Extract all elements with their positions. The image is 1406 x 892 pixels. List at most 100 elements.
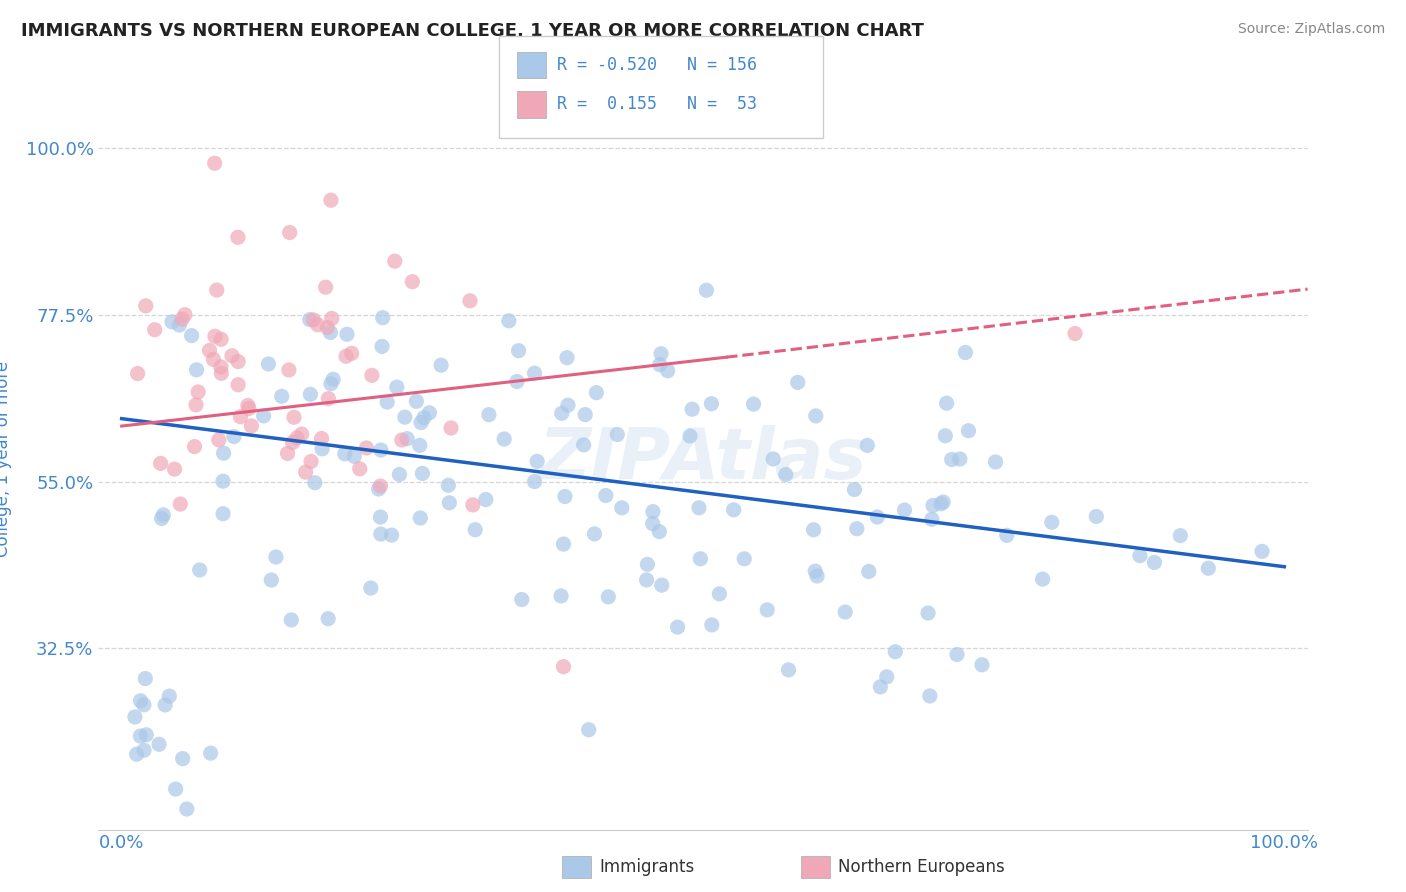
Point: [866, 510, 889, 524]
Point: [844, 483, 866, 497]
Point: [281, 435, 304, 450]
Point: [253, 409, 276, 423]
Point: [129, 694, 152, 708]
Point: [523, 475, 546, 489]
Point: [405, 394, 427, 409]
Point: [806, 569, 828, 583]
Point: [1032, 572, 1054, 586]
Point: [186, 363, 208, 377]
Point: [277, 363, 299, 377]
Point: [150, 511, 173, 525]
Point: [229, 409, 252, 424]
Point: [180, 328, 202, 343]
Point: [551, 406, 574, 420]
Point: [1143, 556, 1166, 570]
Point: [636, 558, 658, 572]
Point: [278, 226, 301, 240]
Point: [163, 462, 186, 476]
Point: [1129, 549, 1152, 563]
Point: [153, 698, 176, 712]
Point: [700, 618, 723, 632]
Point: [204, 329, 226, 343]
Point: [949, 452, 972, 467]
Point: [125, 747, 148, 762]
Point: [984, 455, 1007, 469]
Point: [1251, 544, 1274, 558]
Text: Northern Europeans: Northern Europeans: [838, 858, 1005, 876]
Point: [316, 612, 339, 626]
Point: [318, 392, 340, 406]
Point: [934, 429, 956, 443]
Point: [553, 537, 575, 551]
Point: [360, 581, 382, 595]
Point: [336, 327, 359, 342]
Point: [641, 516, 664, 531]
Point: [918, 689, 941, 703]
Point: [396, 432, 419, 446]
Point: [695, 283, 717, 297]
Point: [876, 670, 898, 684]
Point: [610, 500, 633, 515]
Text: Immigrants: Immigrants: [599, 858, 695, 876]
Point: [595, 489, 617, 503]
Point: [845, 522, 868, 536]
Point: [270, 389, 292, 403]
Point: [430, 358, 453, 372]
Point: [388, 467, 411, 482]
Point: [526, 454, 548, 468]
Point: [226, 230, 249, 244]
Point: [240, 419, 263, 434]
Point: [955, 345, 977, 359]
Point: [1170, 529, 1192, 543]
Point: [786, 376, 808, 390]
Point: [723, 502, 745, 516]
Point: [391, 433, 413, 447]
Point: [129, 729, 152, 743]
Point: [641, 505, 664, 519]
Point: [169, 318, 191, 332]
Point: [209, 367, 232, 381]
Point: [238, 401, 260, 416]
Point: [198, 343, 221, 358]
Point: [381, 528, 404, 542]
Point: [132, 698, 155, 712]
Point: [370, 527, 392, 541]
Point: [666, 620, 689, 634]
Point: [375, 395, 398, 409]
Point: [606, 427, 628, 442]
Point: [440, 421, 463, 435]
Point: [650, 347, 672, 361]
Point: [498, 314, 520, 328]
Point: [869, 680, 891, 694]
Point: [356, 441, 378, 455]
Point: [510, 592, 533, 607]
Point: [316, 320, 339, 334]
Point: [458, 293, 481, 308]
Point: [585, 385, 607, 400]
Point: [157, 689, 180, 703]
Point: [176, 802, 198, 816]
Point: [689, 551, 711, 566]
Point: [1040, 516, 1063, 530]
Point: [917, 606, 939, 620]
Point: [409, 511, 432, 525]
Point: [132, 743, 155, 757]
Point: [409, 438, 432, 452]
Point: [554, 490, 576, 504]
Point: [333, 447, 356, 461]
Point: [160, 315, 183, 329]
Point: [311, 442, 333, 456]
Point: [370, 479, 392, 493]
Point: [651, 578, 673, 592]
Point: [236, 399, 259, 413]
Point: [212, 446, 235, 460]
Point: [172, 751, 194, 765]
Text: Source: ZipAtlas.com: Source: ZipAtlas.com: [1237, 22, 1385, 37]
Point: [277, 446, 299, 460]
Point: [394, 410, 416, 425]
Point: [311, 432, 333, 446]
Point: [804, 409, 827, 423]
Point: [803, 523, 825, 537]
Point: [409, 416, 432, 430]
Point: [294, 465, 316, 479]
